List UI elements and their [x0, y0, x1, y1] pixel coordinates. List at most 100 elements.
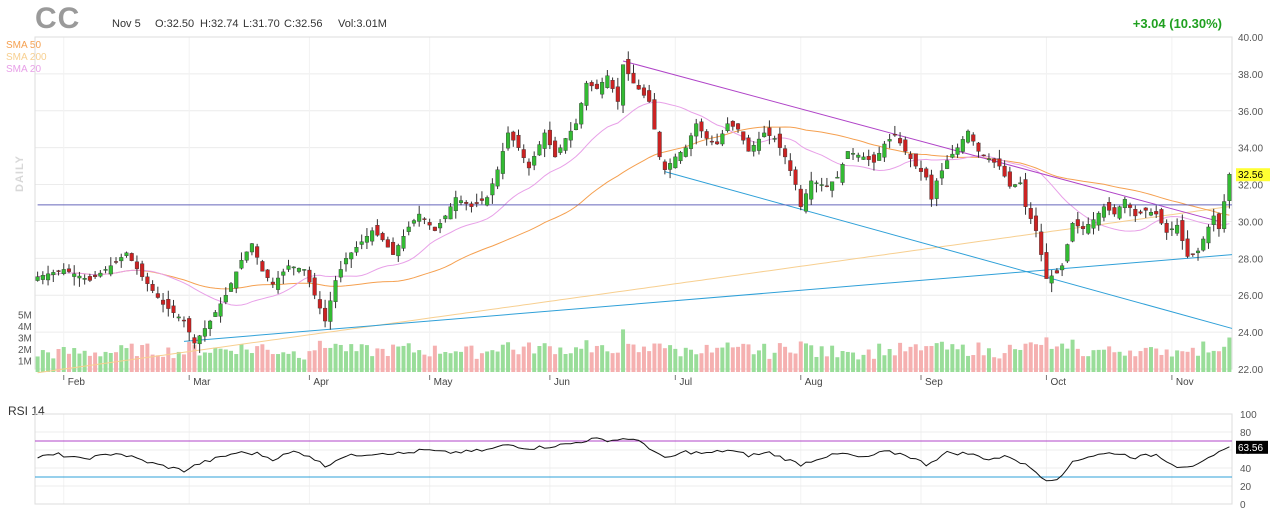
volume-bar [830, 345, 835, 372]
volume-bar [971, 355, 976, 372]
candle [51, 269, 56, 283]
candle-body [161, 299, 166, 305]
candle [981, 154, 986, 157]
candle [694, 118, 699, 145]
volume-bar [260, 344, 265, 372]
volume-bar [966, 355, 971, 372]
volume-bar [307, 351, 312, 372]
candle [265, 269, 270, 282]
volume-bar [934, 343, 939, 372]
volume-bar [359, 344, 364, 372]
volume-bar [46, 352, 51, 372]
candle [187, 315, 192, 341]
candle-body [417, 213, 422, 222]
volume-bar [647, 351, 652, 372]
candle [929, 169, 934, 207]
candle [176, 313, 181, 322]
volume-bar [919, 350, 923, 372]
candle [652, 93, 657, 130]
candle [913, 153, 918, 170]
candle [1128, 202, 1133, 217]
candle [291, 266, 296, 276]
volume-bar [61, 347, 66, 372]
y-tick-label: 34.00 [1238, 144, 1263, 155]
volume-bar [746, 344, 751, 372]
volume-bar [600, 345, 605, 372]
volume-bar [521, 346, 526, 372]
candle [249, 242, 254, 256]
rsi-tick-label: 0 [1240, 500, 1246, 511]
candle [495, 166, 500, 190]
candle-body [777, 133, 782, 148]
candle-body [66, 268, 72, 272]
candle-body [803, 193, 809, 212]
candle-body [464, 202, 469, 204]
candle-body [197, 335, 202, 345]
volume-bar [1054, 346, 1059, 372]
last-price-label: 32.56 [1238, 170, 1263, 181]
volume-bar [939, 341, 944, 372]
candle-body [479, 198, 484, 201]
candle-body [349, 252, 354, 260]
candle-body [181, 319, 187, 322]
volume-bar [506, 342, 511, 372]
candle-body [265, 269, 270, 278]
volume-bar [150, 354, 155, 372]
candle-body [1044, 252, 1049, 279]
volume-bar [845, 351, 850, 372]
candle [312, 272, 317, 300]
volume-tick-label: 1M [18, 357, 32, 368]
candle-body [176, 316, 181, 319]
volume-bar [364, 345, 369, 372]
candle-body [736, 123, 741, 130]
candle-body [490, 183, 495, 196]
volume-bar [804, 343, 808, 372]
candle [699, 118, 704, 138]
candle-body [474, 202, 479, 204]
volume-bar [605, 351, 610, 372]
candle-body [244, 251, 249, 261]
candle-body [1117, 206, 1122, 219]
candle-body [610, 80, 615, 89]
volume-bar [1169, 356, 1174, 372]
volume-bar [1216, 351, 1221, 372]
volume-bar [767, 358, 772, 372]
candle [568, 122, 573, 148]
volume-bar [631, 344, 636, 372]
volume-bar [945, 349, 950, 372]
candle [615, 77, 620, 110]
candle [171, 299, 176, 318]
candle-body [108, 265, 113, 275]
candle-body [155, 293, 160, 298]
candle [490, 178, 495, 204]
volume-bar [56, 349, 61, 372]
candle [453, 190, 458, 219]
candle [741, 131, 746, 145]
volume-bar [589, 352, 594, 372]
volume-bar [924, 346, 929, 372]
candle [725, 117, 730, 133]
candle-body [495, 169, 500, 187]
candle [1086, 217, 1091, 235]
volume-bar [657, 343, 662, 372]
volume-bar [683, 347, 688, 372]
volume-bar [621, 329, 626, 372]
volume-bar [1222, 346, 1227, 372]
price-panel-border [34, 36, 1233, 370]
candle-body [1060, 265, 1065, 271]
candle [1070, 222, 1075, 243]
candle-body [1206, 226, 1211, 244]
candle [730, 120, 735, 131]
candle [1080, 221, 1086, 236]
volume-bar [835, 357, 840, 372]
candle-body [746, 137, 751, 152]
volume-bar [537, 346, 542, 372]
candle-body [589, 82, 594, 87]
candle [370, 227, 375, 246]
candle [317, 291, 322, 315]
volume-bar [579, 348, 584, 372]
candle [950, 144, 955, 159]
volume-bar [181, 354, 186, 372]
candle [1007, 166, 1012, 189]
candle-body [401, 235, 406, 249]
